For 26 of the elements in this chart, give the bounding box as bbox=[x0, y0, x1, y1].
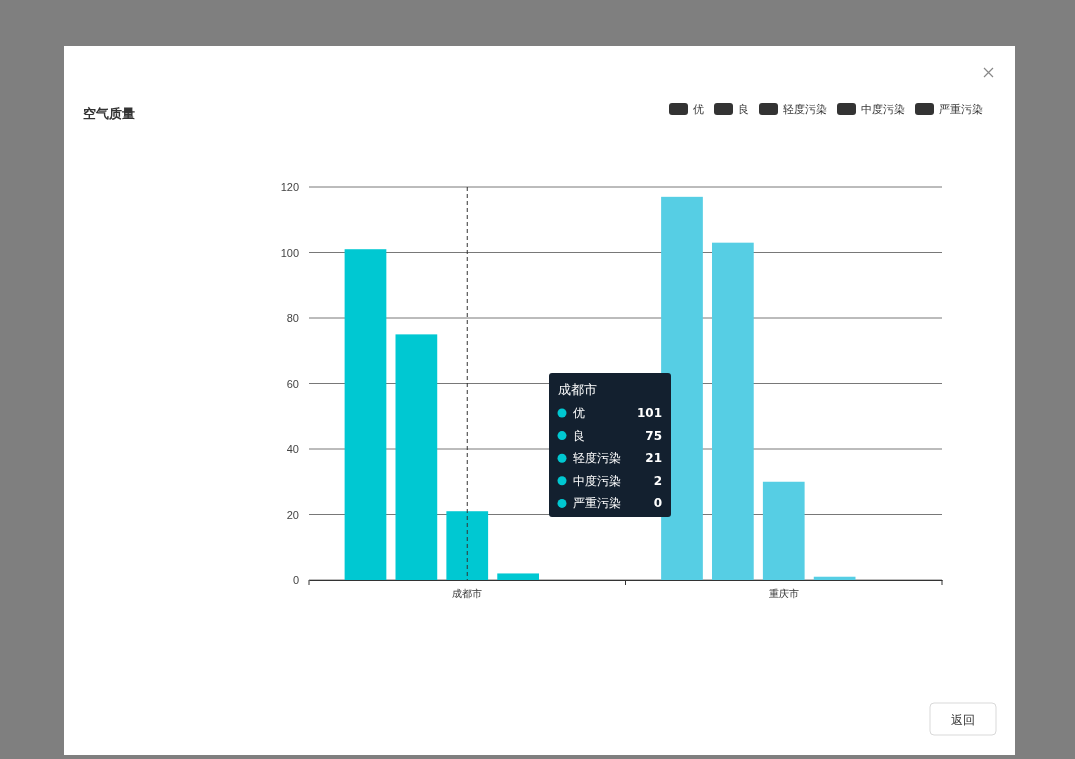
text: 空气质量 bbox=[83, 106, 135, 121]
text: 良 bbox=[738, 103, 749, 116]
annotation: 21 bbox=[645, 451, 662, 466]
annotation: 0 bbox=[653, 496, 662, 511]
legend-label: 良 bbox=[573, 428, 585, 443]
y-tick-label: 80 bbox=[286, 312, 299, 325]
text: 中度污染 bbox=[861, 103, 905, 116]
y-tick-label: 40 bbox=[286, 443, 299, 456]
annotation: 2 bbox=[653, 473, 662, 488]
text: 严重污染 bbox=[573, 496, 621, 511]
legend-label: 严重污染 bbox=[939, 103, 983, 116]
y-tick-label: 100 bbox=[280, 246, 299, 259]
x-tick-label: 重庆市 bbox=[768, 588, 799, 600]
legend-label: 轻度污染 bbox=[573, 451, 621, 466]
text: 轻度污染 bbox=[783, 103, 827, 116]
legend-label: 中度污染 bbox=[573, 473, 621, 488]
text: 成都市 bbox=[558, 382, 597, 397]
text: 返回 bbox=[951, 713, 975, 727]
y-tick-label: 0 bbox=[292, 574, 299, 587]
y-tick-label: 120 bbox=[280, 181, 299, 194]
y-tick-label: 20 bbox=[286, 508, 299, 521]
y-tick-label: 60 bbox=[286, 377, 299, 390]
legend-label: 优 bbox=[573, 406, 585, 420]
annotation: 101 bbox=[636, 406, 662, 420]
text: 优 bbox=[693, 103, 704, 116]
annotation: 75 bbox=[645, 428, 662, 443]
